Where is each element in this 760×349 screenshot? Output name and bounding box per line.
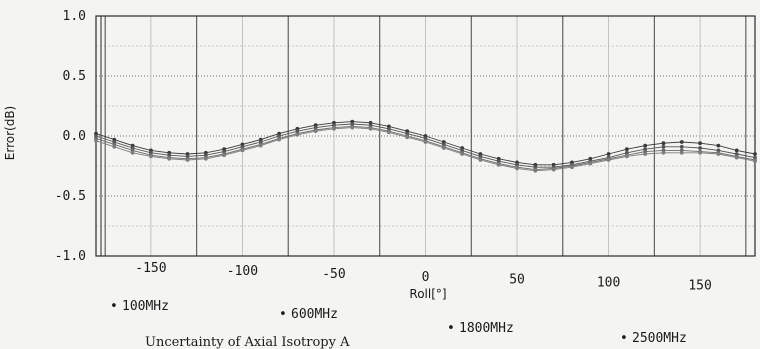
data-point	[423, 140, 428, 144]
y-tick-label: 1.0	[63, 9, 86, 24]
data-point	[624, 147, 629, 152]
legend: • 100MHz • 600MHz • 1800MHz • 2500MHz	[110, 299, 687, 346]
x-axis-label: Roll[°]	[409, 287, 446, 301]
data-point	[679, 144, 684, 149]
data-point	[734, 148, 739, 153]
y-tick-label: 0.5	[63, 69, 86, 84]
legend-label: 1800MHz	[459, 321, 514, 336]
data-point	[386, 130, 391, 135]
data-point	[643, 152, 648, 156]
legend-marker: •	[110, 299, 118, 314]
data-point	[332, 126, 336, 131]
data-point	[350, 125, 355, 130]
data-point	[753, 152, 757, 156]
data-point	[716, 143, 721, 148]
legend-marker: •	[447, 321, 455, 336]
chart-caption: Uncertainty of Axial Isotropy A	[145, 335, 350, 349]
legend-item: • 100MHz	[110, 299, 169, 314]
data-point	[753, 159, 757, 164]
x-ticks: -150 -100 -50 0 50 100 150	[135, 261, 712, 294]
data-point	[661, 144, 666, 149]
data-point	[661, 141, 666, 146]
y-tick-label: -1.0	[55, 249, 86, 264]
series-group	[94, 119, 757, 173]
data-point	[185, 158, 190, 162]
data-point	[606, 152, 611, 156]
data-point	[222, 153, 227, 158]
legend-marker: •	[279, 307, 287, 322]
data-point	[551, 167, 556, 172]
x-tick-label: -50	[322, 267, 345, 282]
x-tick-label: -100	[227, 264, 258, 279]
data-point	[240, 148, 245, 153]
data-point	[570, 165, 574, 170]
legend-item: • 2500MHz	[620, 331, 687, 346]
data-point	[533, 168, 538, 173]
data-point	[94, 138, 98, 143]
x-tick-label: 100	[597, 276, 620, 291]
data-point	[624, 154, 629, 159]
legend-label: 600MHz	[291, 307, 338, 322]
data-point	[643, 143, 648, 148]
data-point	[277, 137, 281, 142]
data-point	[716, 152, 721, 156]
data-point	[167, 156, 172, 161]
data-point	[203, 156, 208, 161]
legend-label: 100MHz	[122, 299, 169, 314]
x-tick-label: 50	[509, 273, 525, 288]
data-point	[496, 162, 501, 167]
data-point	[460, 152, 465, 156]
data-point	[258, 143, 263, 148]
data-point	[698, 141, 702, 146]
data-point	[734, 155, 739, 160]
y-axis-label: Error(dB)	[3, 106, 17, 160]
y-tick-label: 0.0	[63, 129, 86, 144]
data-point	[368, 126, 373, 131]
data-point	[478, 158, 483, 162]
data-point	[679, 150, 684, 155]
x-tick-label: 150	[688, 279, 711, 294]
data-point	[661, 150, 666, 155]
legend-item: • 1800MHz	[447, 321, 514, 336]
data-point	[441, 146, 446, 150]
y-tick-label: -0.5	[55, 189, 86, 204]
data-point	[130, 150, 135, 155]
data-point	[698, 146, 702, 150]
data-point	[606, 158, 611, 162]
data-point	[313, 129, 318, 134]
data-point	[679, 140, 684, 144]
y-ticks: 1.0 0.5 0.0 -0.5 -1.0	[55, 9, 86, 264]
data-point	[295, 132, 300, 137]
legend-marker: •	[620, 331, 628, 346]
data-point	[515, 166, 519, 171]
series-2500MHz	[94, 125, 757, 173]
legend-label: 2500MHz	[632, 331, 687, 346]
data-point	[588, 161, 593, 166]
data-point	[698, 150, 702, 155]
legend-item: • 600MHz	[279, 307, 338, 322]
x-tick-label: 0	[422, 270, 430, 285]
data-point	[149, 154, 153, 159]
data-point	[405, 135, 410, 140]
x-tick-label: -150	[135, 261, 166, 276]
data-point	[112, 144, 117, 149]
